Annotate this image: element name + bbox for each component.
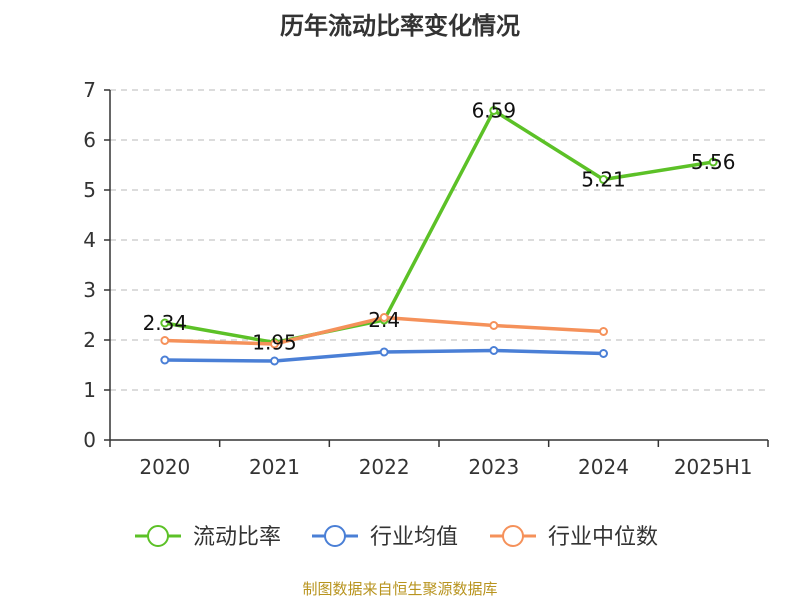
series-1-point-1: [270, 356, 279, 366]
series-0-point-4: [599, 175, 608, 184]
x-tick-label-2022: 2022: [359, 455, 410, 479]
grid-lines: [110, 89, 768, 391]
y-tick-label-4: 4: [83, 228, 96, 252]
series-2-point-2: [379, 313, 389, 322]
source-note: 制图数据来自恒生聚源数据库: [302, 580, 498, 598]
series-1-point-4: [599, 349, 608, 358]
legend-label-0: 流动比率: [193, 525, 281, 550]
x-tick-label-2024: 2024: [578, 455, 629, 479]
data-label-2025H1: 5.56: [691, 150, 736, 174]
x-tick-label-2020: 2020: [139, 455, 190, 479]
x-tick-label-2023: 2023: [468, 455, 519, 479]
y-tick-label-7: 7: [83, 78, 96, 102]
series-0-point-3: [489, 106, 499, 115]
series-2-point-1: [270, 339, 279, 349]
legend-label-2: 行业中位数: [548, 525, 658, 550]
data-labels: 2.34 1.95 2.4 6.59 5.21 5.56: [143, 99, 736, 355]
y-tick-label-1: 1: [83, 378, 96, 402]
legend-marker-2: [502, 525, 524, 547]
legend-marker-1: [324, 525, 346, 547]
x-tick-label-2021: 2021: [249, 455, 300, 479]
data-label-2023: 6.59: [472, 99, 517, 123]
x-tick-label-2025H1: 2025H1: [674, 455, 753, 479]
series-0-point-0: [160, 318, 170, 328]
y-tick-label-3: 3: [83, 278, 96, 302]
series-2-point-3: [489, 321, 499, 330]
series-0-point-5: [708, 157, 718, 167]
y-tick-label-2: 2: [83, 328, 96, 352]
data-label-2024: 5.21: [581, 168, 626, 192]
legend: 流动比率 行业均值 行业中位数: [135, 525, 658, 550]
series-1-point-2: [379, 347, 389, 357]
series-line-0: [164, 108, 714, 345]
chart-title: 历年流动比率变化情况: [280, 12, 520, 40]
data-label-2020: 2.34: [143, 311, 188, 335]
data-label-2022: 2.4: [368, 308, 400, 332]
series-lines: [164, 108, 714, 363]
y-tick-label-0: 0: [83, 428, 96, 452]
series-points: [160, 106, 718, 366]
legend-marker-0: [147, 525, 169, 547]
data-label-2021: 1.95: [252, 331, 297, 355]
series-2-point-0: [160, 336, 170, 345]
y-tick-label-5: 5: [83, 178, 96, 202]
legend-label-1: 行业均值: [370, 525, 458, 550]
axes: 0 1 2 3 4 5 6 7 2020 2021 2022 2023 2024 2025H1: [83, 78, 769, 479]
series-1-point-0: [160, 355, 170, 365]
y-tick-label-6: 6: [83, 128, 96, 152]
series-2-point-4: [599, 327, 608, 336]
series-1-point-3: [489, 346, 499, 355]
